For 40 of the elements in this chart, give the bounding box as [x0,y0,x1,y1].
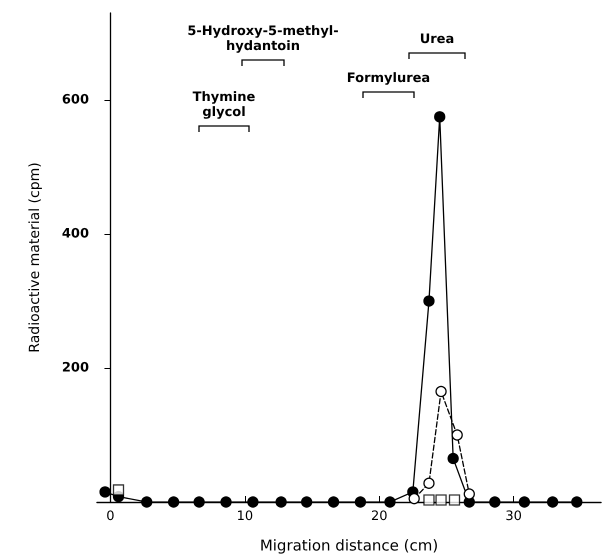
y-tick-label: 200 [62,360,89,376]
annotation: 5-Hydroxy-5-methyl- hydantoin [187,24,339,54]
point [546,496,558,508]
x-tick-label: 30 [505,509,522,524]
point [423,478,435,489]
point [194,496,205,508]
x-tick-label: 0 [106,509,115,524]
point [423,494,435,506]
point [168,496,180,508]
point [448,494,460,506]
point [141,496,152,508]
annotation: Formylurea [346,71,430,86]
point [220,496,232,508]
point [452,429,463,441]
x-tick-label: 20 [370,509,388,524]
point [434,111,446,122]
point [435,494,447,506]
point [384,496,396,508]
point [328,496,340,508]
point [112,484,124,496]
x-axis-title: Migration distance (cm) [260,536,438,554]
x-tick-label: 10 [236,509,254,524]
point [518,496,530,508]
point [571,496,582,508]
y-tick-label: 400 [62,226,89,242]
point [464,488,475,500]
annotation: Thymine glycol [192,90,256,120]
point [435,386,447,398]
point [247,496,259,508]
annotation: Urea [420,32,454,47]
point [408,493,420,504]
point [301,496,312,508]
point [99,486,111,498]
y-axis-title: Radioactive material (cpm) [27,162,43,353]
point [354,496,366,508]
y-tick-label: 600 [62,92,89,108]
point [489,496,500,508]
point [275,496,287,508]
point [448,452,459,464]
point [423,295,435,307]
